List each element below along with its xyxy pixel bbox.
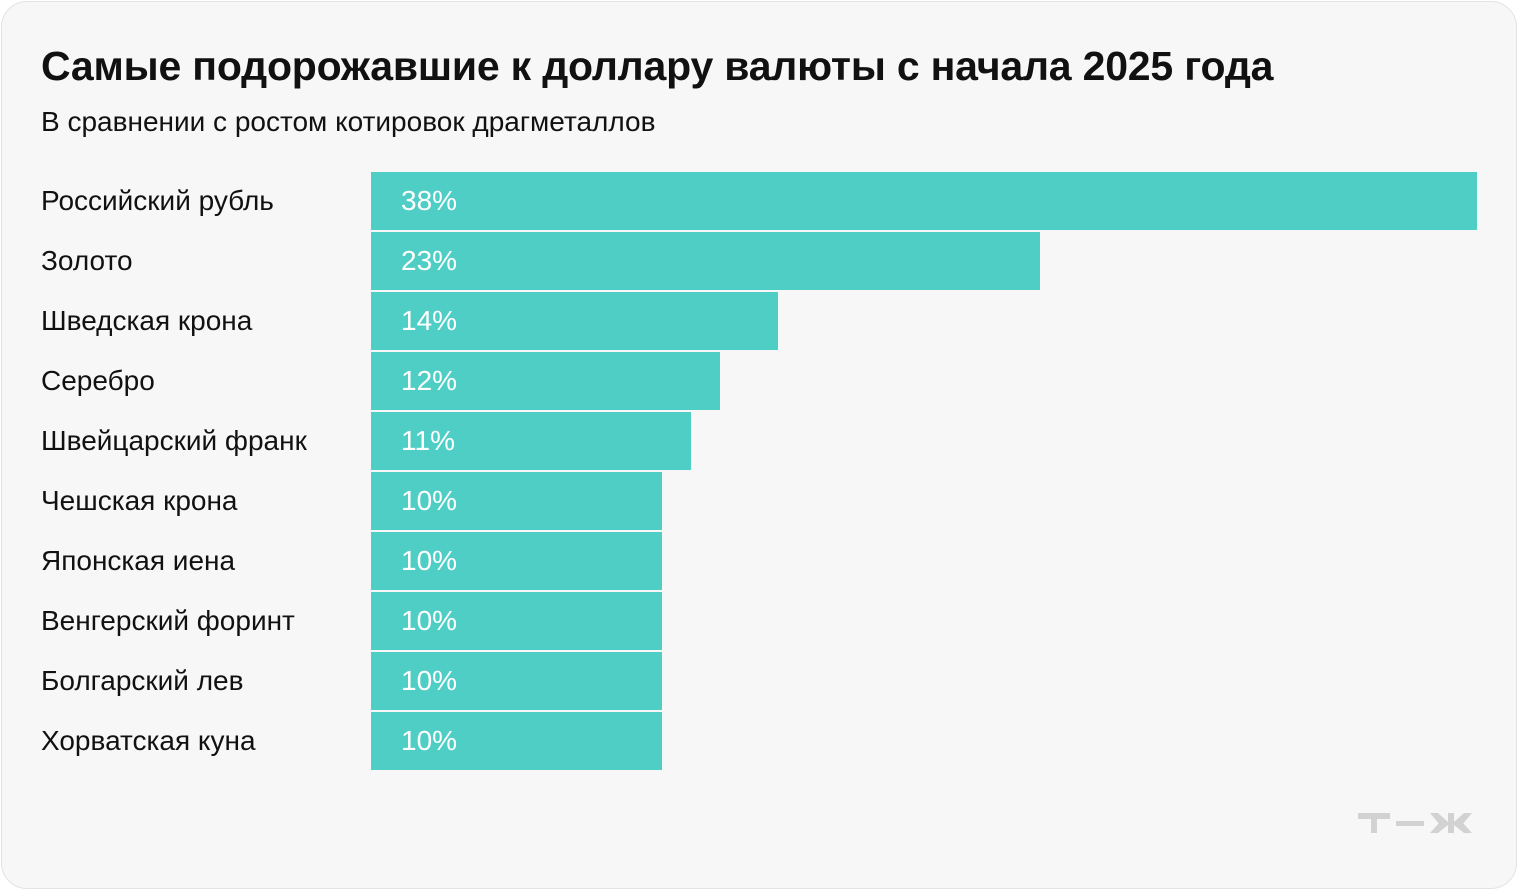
category-label: Серебро [41, 365, 155, 396]
bar [371, 592, 662, 650]
bar-value-label: 38% [401, 185, 458, 216]
bar-value-label: 10% [401, 545, 458, 576]
bar-value-label: 23% [401, 245, 458, 276]
category-label: Чешская крона [41, 485, 238, 516]
bar-value-label: 12% [401, 365, 458, 396]
category-label: Швейцарский франк [41, 425, 307, 456]
bar-value-label: 14% [401, 305, 458, 336]
bar-value-label: 11% [401, 425, 455, 456]
category-label: Болгарский лев [41, 665, 244, 696]
bar-value-label: 10% [401, 605, 458, 636]
tzh-logo-icon [1358, 813, 1472, 833]
bar [371, 292, 778, 350]
category-label: Золото [41, 245, 133, 276]
bar [371, 652, 662, 710]
category-label: Российский рубль [41, 185, 274, 216]
bar [371, 532, 662, 590]
bar [371, 712, 662, 770]
bar [371, 352, 720, 410]
bar [371, 172, 1477, 230]
bar-value-label: 10% [401, 665, 458, 696]
chart-title: Самые подорожавшие к доллару валюты с на… [41, 43, 1274, 89]
category-label: Хорватская куна [41, 725, 256, 756]
category-label: Шведская крона [41, 305, 253, 336]
bar [371, 472, 662, 530]
bar-value-label: 10% [401, 725, 458, 756]
bar-value-label: 10% [401, 485, 458, 516]
category-label: Японская иена [41, 545, 236, 576]
chart-subtitle: В сравнении с ростом котировок драгметал… [41, 106, 656, 137]
bar [371, 412, 691, 470]
category-label: Венгерский форинт [41, 605, 295, 636]
bar [371, 232, 1040, 290]
